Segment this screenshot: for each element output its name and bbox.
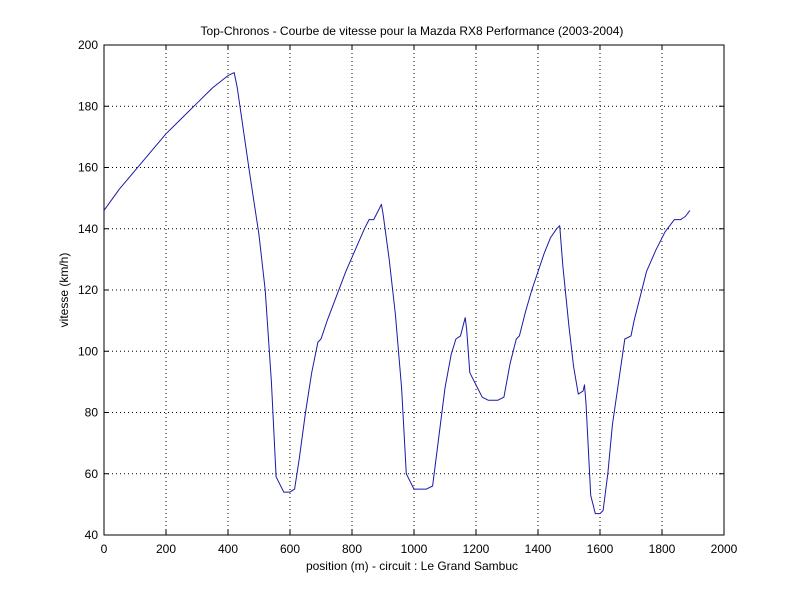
y-tick-label: 160	[78, 161, 98, 175]
x-tick-label: 1600	[587, 542, 614, 556]
y-tick-label: 60	[85, 467, 99, 481]
chart-title: Top-Chronos - Courbe de vitesse pour la …	[201, 24, 624, 38]
y-tick-label: 80	[85, 406, 99, 420]
y-axis-label: vitesse (km/h)	[57, 253, 71, 328]
x-tick-label: 200	[156, 542, 176, 556]
x-tick-label: 400	[218, 542, 238, 556]
y-tick-label: 200	[78, 38, 98, 52]
x-tick-label: 1000	[401, 542, 428, 556]
x-tick-label: 1800	[649, 542, 676, 556]
x-tick-label: 600	[280, 542, 300, 556]
x-tick-label: 800	[342, 542, 362, 556]
y-tick-label: 140	[78, 222, 98, 236]
speed-series-line	[103, 72, 691, 515]
grid	[104, 45, 724, 535]
y-tick-label: 180	[78, 99, 98, 113]
axis-ticks: 0 200 400 600 800 1000 1200 1400 1600 1800 2000 40 6…	[78, 38, 738, 556]
y-tick-label: 120	[78, 283, 98, 297]
x-tick-label: 0	[101, 542, 108, 556]
y-tick-label: 100	[78, 344, 98, 358]
x-tick-label: 2000	[711, 542, 738, 556]
x-tick-label: 1200	[463, 542, 490, 556]
y-tick-label: 40	[85, 528, 99, 542]
x-tick-label: 1400	[525, 542, 552, 556]
x-axis-label: position (m) - circuit : Le Grand Sambuc	[306, 559, 518, 573]
series-group	[103, 72, 691, 515]
